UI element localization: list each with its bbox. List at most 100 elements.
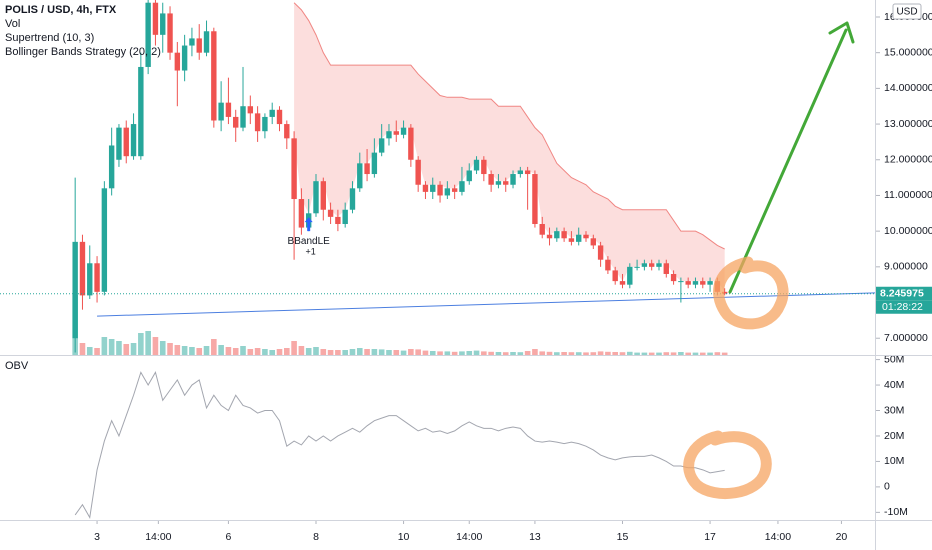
- obv-title: OBV: [5, 360, 29, 372]
- indicator-label: Vol: [5, 18, 20, 30]
- signal-qty: +1: [306, 247, 316, 257]
- volume-bar: [524, 351, 531, 355]
- volume-bar: [685, 352, 691, 355]
- volume-bar: [196, 348, 203, 355]
- obv-tick-label: 10M: [884, 455, 904, 467]
- candle-body: [335, 216, 341, 225]
- volume-bar: [108, 339, 115, 355]
- candle-body: [378, 138, 385, 153]
- volume-bar: [400, 350, 407, 355]
- volume-bar: [546, 351, 553, 355]
- chart-title: POLIS / USD, 4h, FTX: [5, 4, 117, 16]
- volume-bar: [189, 347, 195, 355]
- volume-bar: [707, 352, 713, 355]
- candle-body: [495, 181, 502, 185]
- candle-body: [546, 234, 553, 239]
- volume-bar: [517, 352, 524, 355]
- volume-bar: [597, 351, 604, 355]
- signal-label: BBandLE: [288, 236, 331, 247]
- candle-body: [349, 188, 356, 210]
- candle-body: [138, 66, 144, 157]
- arrow-shaft: [728, 28, 848, 294]
- candle-body: [568, 238, 575, 242]
- candle-body: [721, 291, 728, 294]
- volume-bar: [575, 352, 582, 355]
- price-pane: BBandLE+1: [0, 0, 875, 355]
- volume-bar: [619, 352, 626, 355]
- candle-body: [451, 188, 458, 192]
- obv-tick-label: 30M: [884, 404, 904, 416]
- volume-bar: [116, 341, 122, 355]
- candle-body: [700, 281, 706, 285]
- candle-body: [276, 109, 283, 125]
- candle-body: [510, 174, 516, 185]
- candle-body: [254, 113, 261, 132]
- candle-body: [481, 159, 487, 175]
- candle-body: [79, 241, 86, 296]
- obv-tick-label: 40M: [884, 379, 904, 391]
- volume-bar: [305, 348, 312, 355]
- volume-bar: [721, 352, 728, 355]
- volume-bar: [378, 349, 385, 355]
- candle-body: [532, 174, 538, 225]
- currency-label[interactable]: USD: [896, 7, 917, 18]
- obv-tick-label: 0: [884, 481, 890, 493]
- x-tick-label: 14:00: [765, 531, 791, 543]
- candle-body: [466, 170, 472, 182]
- volume-bar: [356, 348, 363, 355]
- x-tick-label: 10: [398, 531, 410, 543]
- candle-body: [371, 152, 378, 175]
- candle-body: [707, 281, 713, 285]
- volume-bar: [335, 350, 341, 355]
- volume-bar: [554, 352, 560, 355]
- volume-bar: [320, 349, 327, 355]
- volume-bar: [101, 337, 108, 355]
- currency-box[interactable]: [892, 3, 922, 20]
- volume-bar: [634, 352, 640, 355]
- candle-body: [94, 263, 100, 292]
- indicator-label: Bollinger Bands Strategy (20, 2): [5, 46, 161, 58]
- volume-bar: [364, 349, 370, 355]
- volume-bar: [459, 351, 465, 355]
- volume-bar: [79, 343, 86, 355]
- volume-bar: [510, 352, 516, 355]
- candle-body: [597, 245, 604, 260]
- volume-bar: [159, 341, 166, 355]
- candle-body: [670, 273, 677, 282]
- candle-body: [130, 124, 137, 157]
- volume-bar: [276, 349, 283, 355]
- volume-bar: [561, 352, 567, 355]
- volume-bar: [692, 352, 699, 355]
- y-tick-label: 11.000000: [884, 189, 932, 201]
- candle-body: [554, 231, 560, 239]
- volume-bar: [86, 347, 93, 355]
- volume-bar: [605, 351, 611, 355]
- candle-body: [415, 159, 421, 185]
- volume-bar: [648, 352, 655, 355]
- x-tick-label: 14:00: [456, 531, 482, 543]
- supertrend-line: [293, 2, 725, 250]
- candle-body: [298, 199, 305, 228]
- candle-body: [430, 184, 436, 192]
- volume-bar: [138, 333, 144, 355]
- volume-bar: [386, 350, 392, 355]
- obv-tick-label: 50M: [884, 353, 904, 365]
- candle-body: [612, 270, 618, 282]
- candle-body: [444, 188, 451, 196]
- x-tick-label: 17: [704, 531, 716, 543]
- volume-bar: [349, 349, 356, 355]
- candle-body: [145, 2, 151, 67]
- last-price-label: 8.245975: [880, 288, 924, 300]
- volume-bar: [437, 351, 443, 355]
- candle-body: [393, 131, 399, 135]
- y-tick-label: 13.000000: [884, 118, 932, 130]
- volume-bar: [532, 349, 538, 355]
- candle-body: [116, 127, 122, 160]
- x-tick-label: 6: [225, 531, 231, 543]
- x-tick-label: 3: [94, 531, 100, 543]
- axes: 7.000000 9.000000 10.000000 11.000000 12.000…: [94, 11, 932, 543]
- candle-body: [262, 116, 268, 132]
- candle-body: [627, 266, 633, 285]
- candle-body: [539, 224, 545, 235]
- volume-bar: [123, 344, 130, 355]
